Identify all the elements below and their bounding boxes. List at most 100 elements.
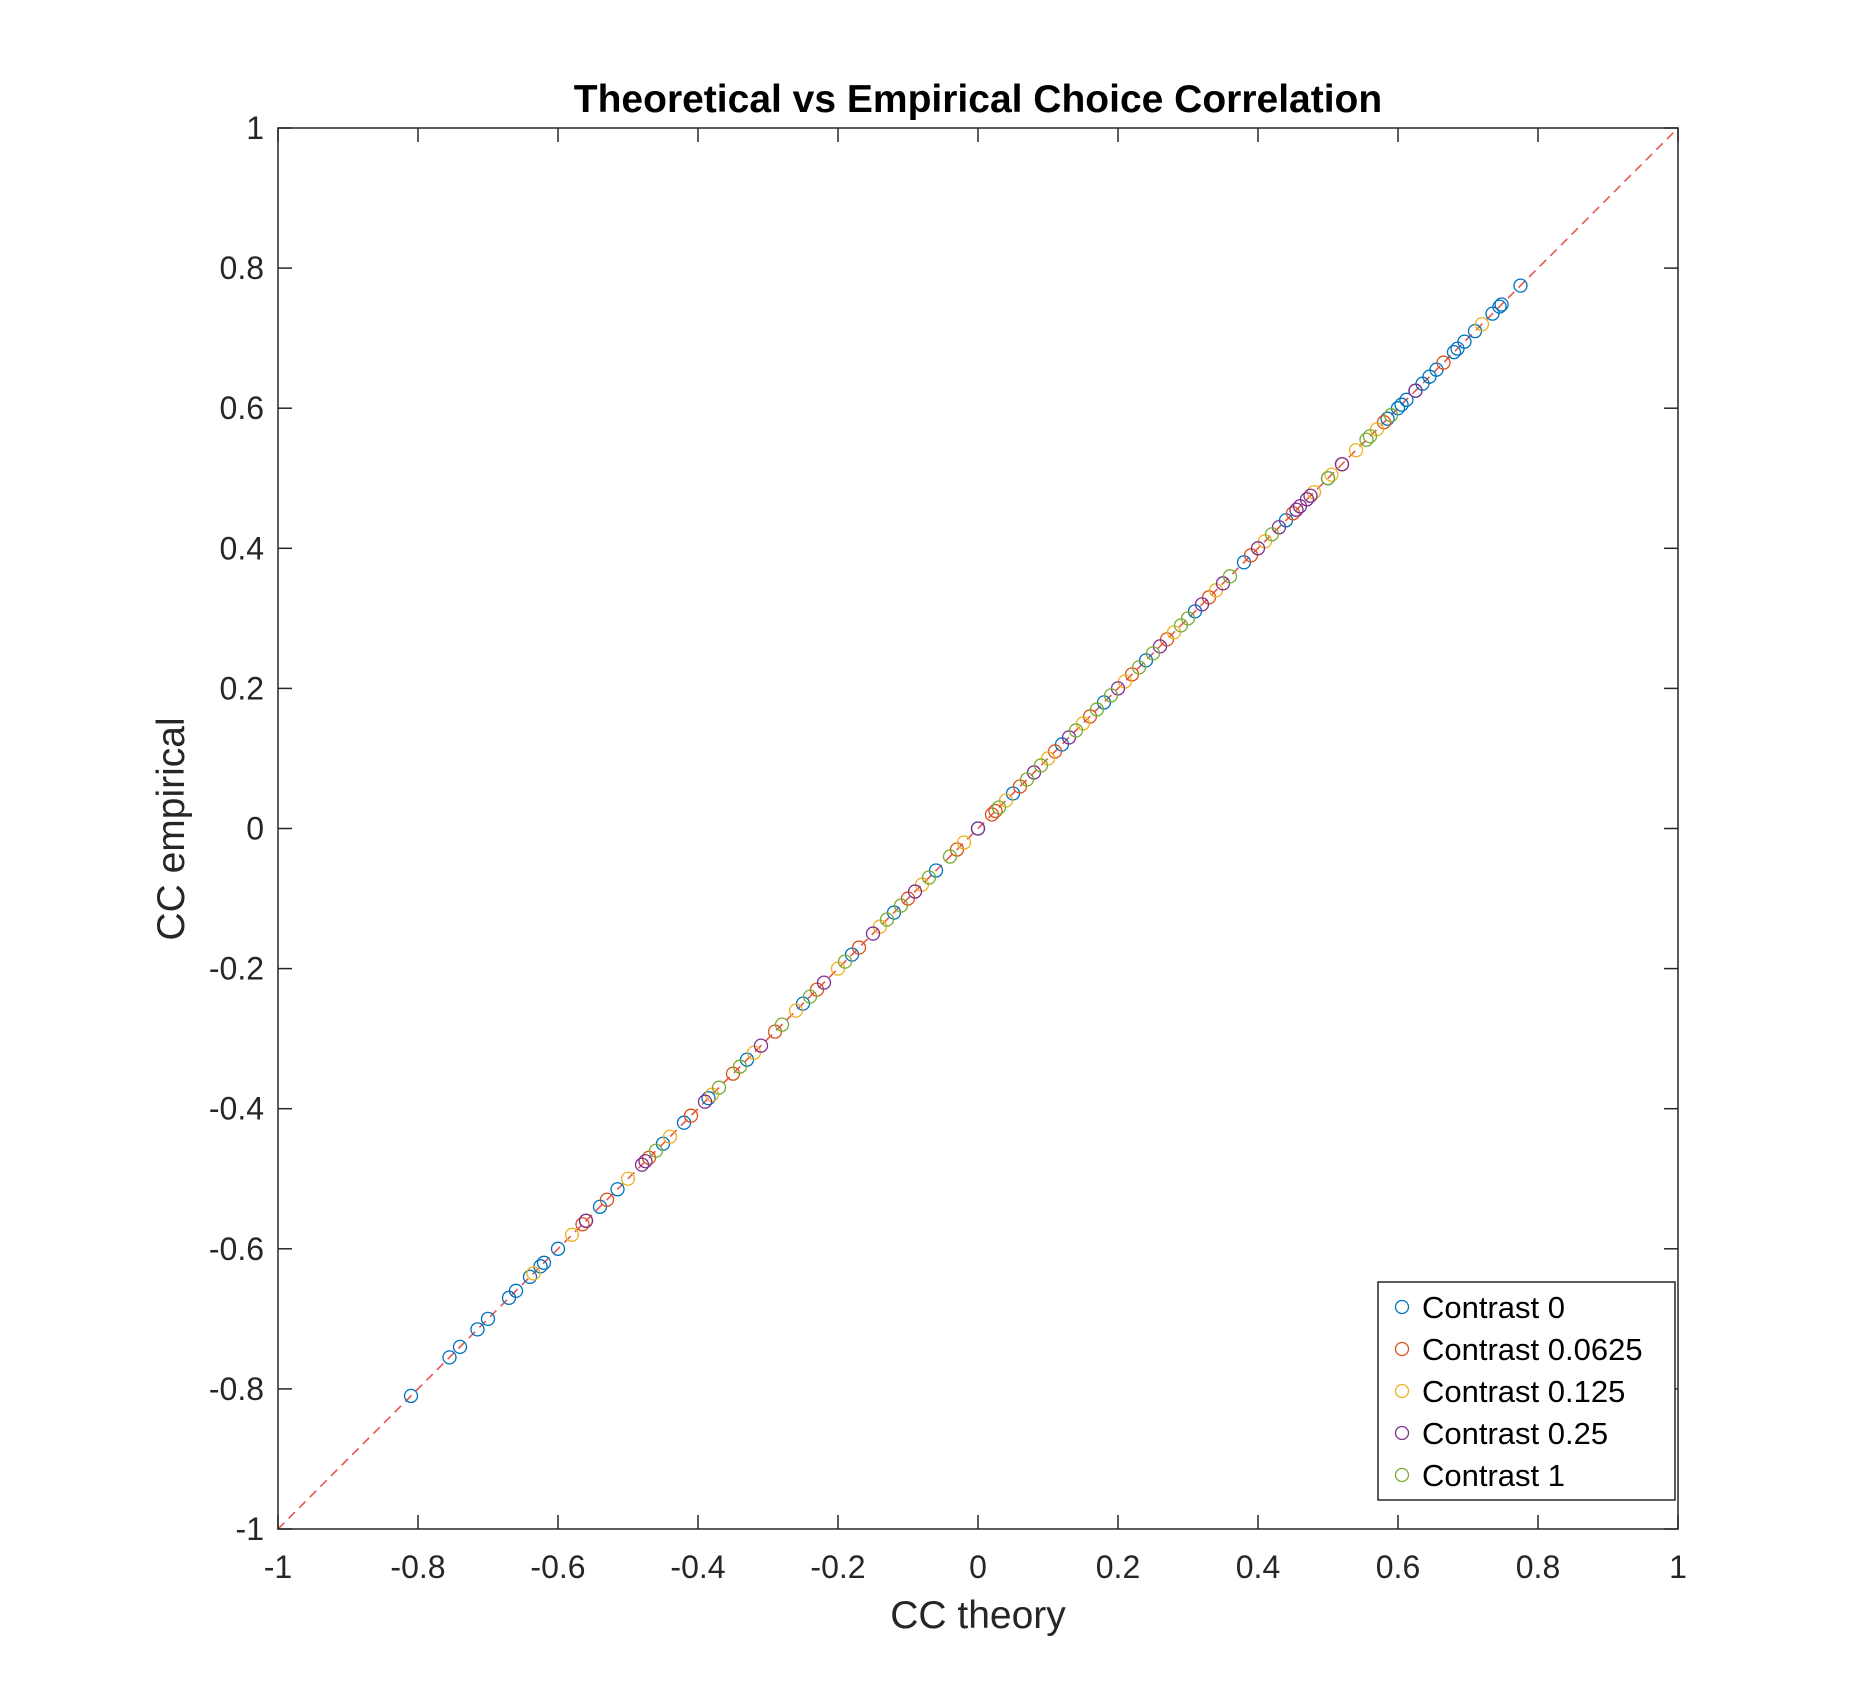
y-tick-label: -0.8 [209,1371,264,1407]
data-point [851,940,867,955]
data-point [865,926,881,941]
data-point [988,803,1003,819]
y-tick-label: -0.4 [209,1091,264,1127]
data-point [1436,355,1451,370]
x-tick-label: -0.2 [810,1549,865,1585]
legend-box [1377,1281,1676,1501]
x-tick-label: -1 [264,1549,292,1585]
data-point [638,1154,653,1169]
data-point [921,870,937,885]
y-tick-label: -1 [236,1511,264,1547]
data-point [1033,758,1049,773]
axis-ticks-group: -1 -0.8 -0.6 -0.4 -0.2 0 0.2 0.4 0.6 0.8 1 -1 -0.8 -0… [209,110,1687,1585]
data-point [620,1171,636,1186]
data-point [893,898,909,913]
legend-marker [1394,1299,1410,1315]
data-point [1362,429,1378,444]
data-point [452,1339,468,1355]
data-point [1180,611,1196,626]
data-point [1289,502,1304,517]
data-point [480,1311,496,1326]
data-point [1222,569,1238,584]
data-point [662,1129,678,1144]
x-tick-label: 1 [1669,1549,1687,1585]
legend: Contrast 0 Contrast 0.0625 Contrast 0.125 C… [1377,1281,1676,1501]
chart-title: Theoretical vs Empirical Choice Correlat… [574,78,1382,121]
legend-marker [1394,1425,1410,1441]
data-point [907,884,923,899]
data-point [816,975,832,990]
data-point [942,849,958,864]
data-point [1380,411,1395,426]
data-point [1513,278,1528,293]
y-tick-label: 1 [246,110,264,146]
data-point [610,1182,625,1197]
y-tick-label: 0.4 [220,530,264,566]
data-points-group [403,278,1528,1404]
data-point [1383,408,1399,423]
x-axis-label: CC theory [890,1594,1066,1637]
data-point [1446,345,1462,360]
data-point [1457,334,1472,349]
data-point [697,1094,713,1109]
legend-label: Contrast 0.0625 [1422,1332,1643,1367]
data-point [403,1388,419,1404]
data-point [526,1266,541,1281]
y-tick-label: 0.2 [220,670,264,706]
y-tick-label: 0.6 [220,390,264,426]
x-tick-label: 0.2 [1096,1549,1140,1585]
data-point [508,1283,524,1298]
legend-marker [1394,1383,1410,1399]
data-point [991,800,1007,815]
legend-marker [1394,1467,1410,1483]
legend-label: Contrast 0 [1422,1290,1565,1325]
y-tick-label: -0.2 [209,951,264,987]
legend-label: Contrast 1 [1422,1458,1565,1493]
data-point [1194,597,1210,612]
data-point [1299,492,1315,507]
data-point [956,835,972,850]
legend-entries: Contrast 0 Contrast 0.0625 Contrast 0.125 C… [1394,1290,1643,1493]
data-point [1089,702,1105,717]
data-point [1131,660,1147,675]
data-point [683,1108,699,1123]
data-point [1494,297,1509,312]
data-point [648,1143,664,1158]
data-point [774,1017,790,1032]
data-point [1474,316,1490,332]
data-point [711,1080,727,1095]
data-point [1303,488,1318,503]
data-point [1068,723,1084,738]
data-point [1334,457,1350,472]
x-tick-label: 0.4 [1236,1549,1280,1585]
data-point [578,1213,594,1228]
data-point [1264,527,1280,542]
data-point [1399,392,1414,407]
data-point [837,954,853,969]
data-point [1019,772,1035,787]
data-point [1492,299,1507,314]
data-point [442,1350,457,1365]
data-point [1320,471,1336,486]
x-tick-label: 0.6 [1376,1549,1420,1585]
data-point [879,912,895,927]
data-point [701,1091,716,1106]
legend-marker [1394,1341,1410,1357]
y-axis-label: CC empirical [150,717,193,940]
data-point [564,1227,580,1242]
y-tick-label: -0.6 [209,1231,264,1267]
data-point [634,1157,650,1172]
data-point [1359,432,1374,447]
data-point [1103,688,1119,703]
x-tick-label: 0.8 [1516,1549,1560,1585]
x-tick-label: -0.4 [670,1549,725,1585]
data-point [802,989,818,1004]
x-tick-label: -0.6 [530,1549,585,1585]
data-point [575,1217,590,1232]
data-point [1250,541,1266,556]
y-tick-label: 0.8 [220,250,264,286]
data-point [1348,443,1364,458]
data-point [753,1038,769,1053]
y-tick-label: 0 [246,811,264,847]
